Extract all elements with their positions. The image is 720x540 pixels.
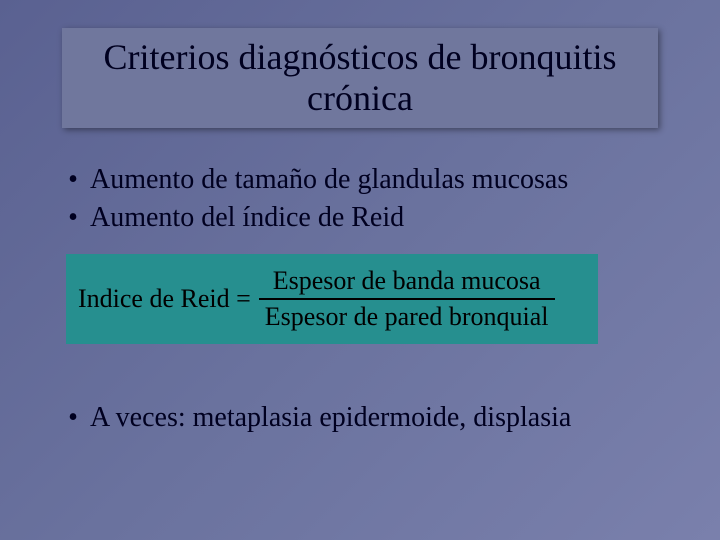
bullet-dot-icon: •	[56, 200, 90, 236]
bullet-dot-icon: •	[56, 162, 90, 198]
bullet-dot-icon: •	[56, 400, 90, 436]
formula-box: Indice de Reid = Espesor de banda mucosa…	[66, 254, 598, 344]
bullet-text: Aumento de tamaño de glandulas mucosas	[90, 162, 568, 198]
bullet-text: Aumento del índice de Reid	[90, 200, 404, 236]
list-item: • Aumento del índice de Reid	[56, 200, 666, 236]
bullets-top: • Aumento de tamaño de glandulas mucosas…	[56, 162, 666, 239]
list-item: • Aumento de tamaño de glandulas mucosas	[56, 162, 666, 198]
bullets-bottom: • A veces: metaplasia epidermoide, displ…	[56, 400, 676, 438]
formula-label: Indice de Reid =	[78, 284, 251, 314]
formula-denominator: Espesor de pared bronquial	[259, 300, 555, 332]
formula-numerator: Espesor de banda mucosa	[267, 266, 547, 298]
slide-title: Criterios diagnósticos de bronquitis cró…	[62, 37, 658, 120]
bullet-text: A veces: metaplasia epidermoide, displas…	[90, 400, 571, 436]
equals-sign: =	[236, 284, 251, 313]
formula-fraction: Espesor de banda mucosa Espesor de pared…	[259, 266, 555, 332]
formula-lhs: Indice de Reid	[78, 284, 230, 313]
title-box: Criterios diagnósticos de bronquitis cró…	[62, 28, 658, 128]
list-item: • A veces: metaplasia epidermoide, displ…	[56, 400, 676, 436]
